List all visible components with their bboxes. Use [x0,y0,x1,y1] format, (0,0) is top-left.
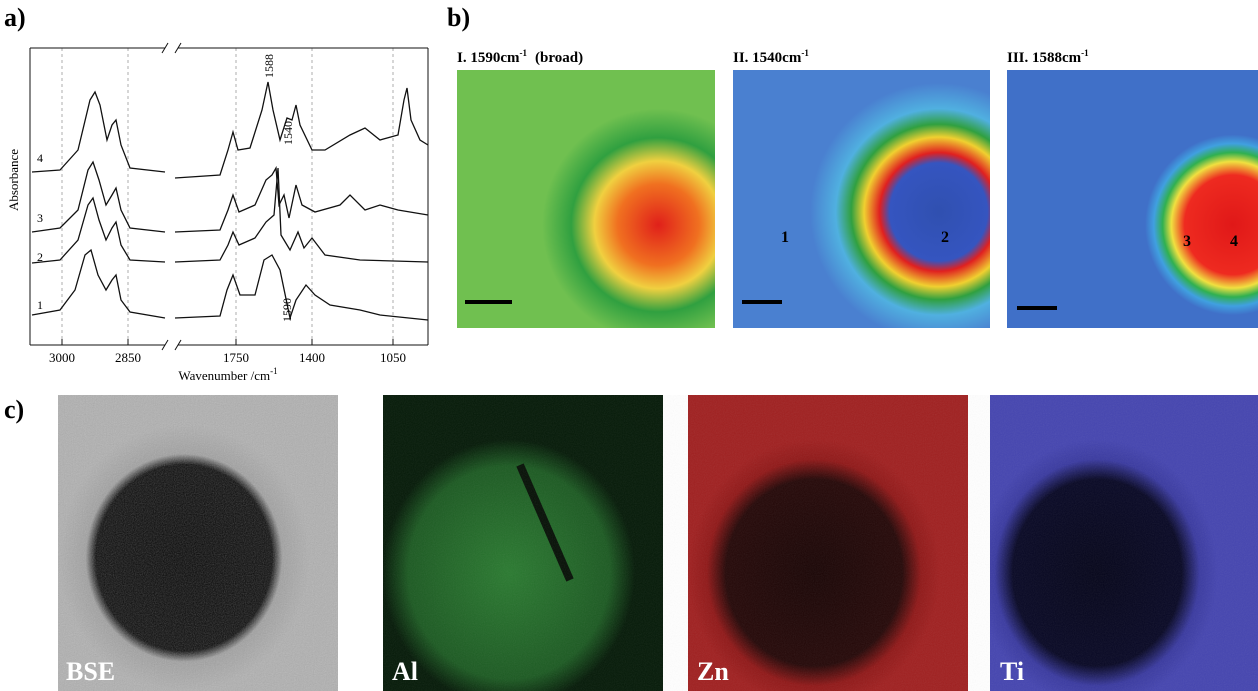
image-label: Al [392,657,418,686]
map-title-note: (broad) [535,50,583,66]
x-tick-label: 1400 [299,350,325,365]
curve-label: 4 [37,151,43,165]
peak-label: 1540 [281,121,295,145]
point-label: 2 [941,229,949,246]
panel-label: b) [447,3,470,32]
curve-label: 2 [37,250,43,264]
map-title: III. 1588cm-1 [1007,48,1089,66]
map-image [1007,70,1258,328]
panel-label: c) [4,395,24,424]
map-title-text: II. 1540cm [733,50,802,66]
image-label: BSE [66,657,115,686]
x-tick-label: 1050 [380,350,406,365]
curve-label: 1 [37,298,43,312]
panel-a: a) 3000 2850 1750 1400 1050 Wavenumber /… [4,3,429,383]
map-title: II. 1540cm-1 [733,48,809,66]
image-label: Ti [1000,657,1024,686]
axes [29,42,429,351]
map-title: I. 1590cm-1 (broad) [457,48,583,66]
image-noise [58,395,338,691]
point-label: 1 [781,229,789,246]
x-tick-label: 3000 [49,350,75,365]
map-title-sup: -1 [801,48,809,58]
x-axis-label: Wavenumber /cm-1 [178,366,277,383]
peak-label: 1590 [280,298,294,322]
point-label: 4 [1230,233,1238,250]
x-tick-label: 1750 [223,350,249,365]
image-noise [383,395,1258,691]
peak-label: 1588 [262,54,276,78]
image-label: Zn [697,657,729,686]
map-title-sup: -1 [1081,48,1089,58]
grid [61,48,394,345]
spectra [31,81,429,321]
x-axis-label-text: Wavenumber /cm [178,368,270,383]
map-image [733,70,990,328]
curve-label: 3 [37,211,43,225]
panel-label: a) [4,3,26,32]
map-image [457,70,715,328]
map-title-text: III. 1588cm [1007,50,1082,66]
map-title-sup: -1 [520,48,528,58]
panel-b: b) I. 1590cm-1 (broad) II. 1540cm-1 III. … [447,3,1258,328]
point-label: 3 [1183,233,1191,250]
y-axis-label: Absorbance [6,149,21,211]
map-title-text: I. 1590cm [457,50,520,66]
panel-c: c) BSE Al Zn Ti [4,395,1258,691]
x-axis-label-sup: -1 [270,366,278,376]
x-tick-label: 2850 [115,350,141,365]
